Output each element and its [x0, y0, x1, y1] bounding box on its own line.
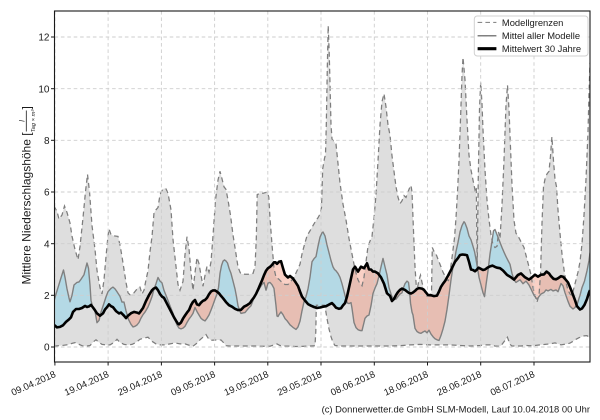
svg-text:10: 10: [38, 84, 50, 95]
svg-text:Mittlere Niederschlagshöhe [: Mittlere Niederschlagshöhe [: [19, 132, 33, 285]
svg-text:2: 2: [44, 291, 50, 302]
svg-text:Modellgrenzen: Modellgrenzen: [502, 17, 564, 28]
svg-text:12: 12: [38, 33, 50, 44]
svg-text:Mittelwert 30 Jahre: Mittelwert 30 Jahre: [502, 43, 581, 54]
svg-text:4: 4: [44, 239, 50, 250]
svg-text:(c) Donnerwetter.de GmbH SLM-M: (c) Donnerwetter.de GmbH SLM-Modell, Lau…: [322, 404, 590, 415]
svg-text:0: 0: [44, 343, 50, 354]
svg-text:l: l: [19, 120, 26, 122]
svg-text:Tag × m²: Tag × m²: [31, 109, 37, 133]
svg-text:]: ]: [19, 106, 33, 109]
svg-text:8: 8: [44, 136, 50, 147]
svg-text:6: 6: [44, 188, 50, 199]
svg-text:Mittel aller Modelle: Mittel aller Modelle: [502, 30, 580, 41]
